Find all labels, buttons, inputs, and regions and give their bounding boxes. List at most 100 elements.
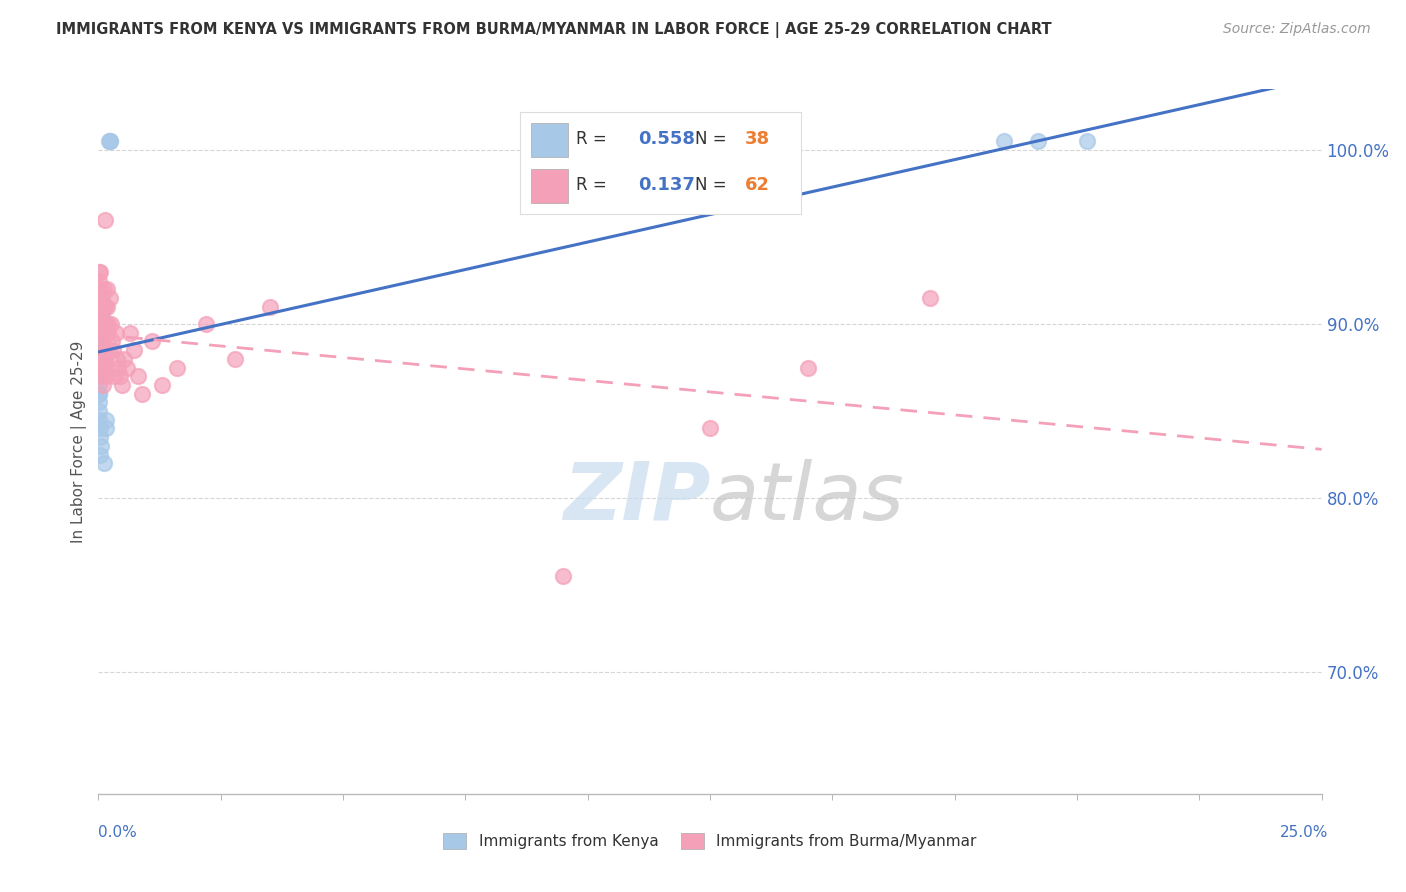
Point xyxy=(89,421,111,435)
Point xyxy=(87,265,110,279)
Point xyxy=(89,309,111,323)
Point xyxy=(100,317,122,331)
Point xyxy=(91,378,114,392)
Point xyxy=(89,326,111,340)
Text: IMMIGRANTS FROM KENYA VS IMMIGRANTS FROM BURMA/MYANMAR IN LABOR FORCE | AGE 25-2: IMMIGRANTS FROM KENYA VS IMMIGRANTS FROM… xyxy=(56,22,1052,38)
Point xyxy=(91,351,114,366)
Point xyxy=(89,265,111,279)
Point xyxy=(120,326,142,340)
Point xyxy=(89,317,111,331)
Y-axis label: In Labor Force | Age 25-29: In Labor Force | Age 25-29 xyxy=(72,341,87,542)
Point xyxy=(89,300,111,314)
Point xyxy=(101,334,124,349)
Point xyxy=(111,378,134,392)
Text: R =: R = xyxy=(576,177,607,194)
Point xyxy=(89,448,111,462)
Text: 0.137: 0.137 xyxy=(638,177,695,194)
Point xyxy=(1076,135,1098,149)
Text: 25.0%: 25.0% xyxy=(1281,825,1329,840)
Point xyxy=(98,343,121,358)
Text: ZIP: ZIP xyxy=(562,458,710,537)
Point xyxy=(98,135,121,149)
Point xyxy=(98,135,121,149)
Point xyxy=(93,282,115,296)
Point xyxy=(90,309,112,323)
Point xyxy=(98,135,121,149)
Point xyxy=(993,135,1015,149)
Point xyxy=(93,326,115,340)
Point xyxy=(90,300,112,314)
Point xyxy=(166,360,188,375)
Point xyxy=(90,351,112,366)
Point xyxy=(87,404,110,418)
Point xyxy=(108,369,131,384)
Point xyxy=(96,343,118,358)
Point xyxy=(87,291,110,305)
Point xyxy=(89,309,111,323)
Point xyxy=(89,317,111,331)
Text: N =: N = xyxy=(695,130,725,148)
Point xyxy=(1026,135,1049,149)
Point xyxy=(94,360,117,375)
Point xyxy=(89,413,111,427)
Text: 62: 62 xyxy=(745,177,770,194)
Point xyxy=(89,369,111,384)
Point xyxy=(94,421,117,435)
FancyBboxPatch shape xyxy=(531,169,568,202)
Point xyxy=(97,317,120,331)
Point xyxy=(89,317,111,331)
Point xyxy=(553,569,575,583)
Point xyxy=(91,369,114,384)
Text: R =: R = xyxy=(576,130,607,148)
Text: atlas: atlas xyxy=(710,458,905,537)
Point xyxy=(93,317,115,331)
Point xyxy=(90,291,112,305)
Point xyxy=(104,326,127,340)
Point xyxy=(87,369,110,384)
Point xyxy=(797,360,820,375)
Point xyxy=(89,430,111,444)
Point xyxy=(94,351,117,366)
Point xyxy=(96,413,118,427)
Point xyxy=(224,351,246,366)
Point xyxy=(97,326,120,340)
Text: Source: ZipAtlas.com: Source: ZipAtlas.com xyxy=(1223,22,1371,37)
Point xyxy=(89,282,111,296)
Point xyxy=(107,360,129,375)
Point xyxy=(94,369,117,384)
Text: N =: N = xyxy=(695,177,725,194)
Text: 0.558: 0.558 xyxy=(638,130,696,148)
Point xyxy=(105,351,128,366)
Point xyxy=(122,343,145,358)
Point xyxy=(89,395,111,409)
Point xyxy=(87,360,110,375)
Point xyxy=(87,326,110,340)
FancyBboxPatch shape xyxy=(531,123,568,157)
Point xyxy=(96,282,118,296)
Point xyxy=(87,326,110,340)
Point xyxy=(94,300,117,314)
Point xyxy=(93,326,115,340)
Point xyxy=(127,369,149,384)
Point xyxy=(141,334,163,349)
Legend: Immigrants from Kenya, Immigrants from Burma/Myanmar: Immigrants from Kenya, Immigrants from B… xyxy=(436,825,984,856)
Point xyxy=(112,351,135,366)
Point xyxy=(90,300,112,314)
Point xyxy=(91,360,114,375)
Text: 0.0%: 0.0% xyxy=(98,825,138,840)
Point xyxy=(93,300,115,314)
Point xyxy=(89,274,111,288)
Point xyxy=(90,343,112,358)
Point xyxy=(90,291,112,305)
Point xyxy=(150,378,173,392)
Point xyxy=(920,291,942,305)
Point xyxy=(91,326,114,340)
Point xyxy=(87,334,110,349)
Point xyxy=(91,317,114,331)
Text: 38: 38 xyxy=(745,130,770,148)
Point xyxy=(87,386,110,401)
Point xyxy=(89,360,111,375)
Point xyxy=(98,291,121,305)
Point xyxy=(93,456,115,470)
Point xyxy=(131,386,153,401)
